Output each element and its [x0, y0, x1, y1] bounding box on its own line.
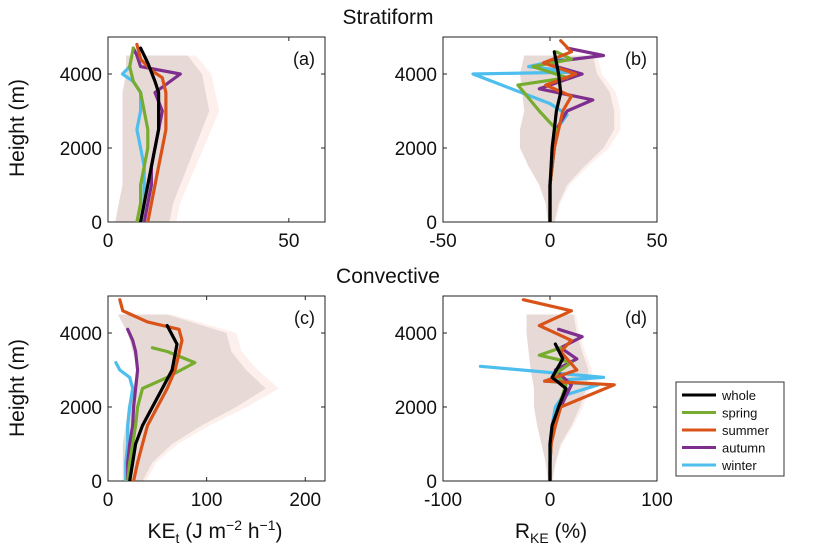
panel-label: (c) — [294, 308, 315, 328]
y-tick-label: 0 — [426, 472, 437, 493]
xlabel-ke: KEt (J m−2 h−1) — [147, 517, 282, 546]
y-tick-label: 0 — [91, 213, 102, 234]
series-line-spring — [128, 46, 150, 222]
y-tick-label: 0 — [91, 472, 102, 493]
y-tick-label: 0 — [426, 213, 437, 234]
uncertainty-band-seasonal — [117, 314, 279, 481]
axes-frame — [107, 295, 326, 482]
xlabel-rke: RKE (%) — [515, 520, 587, 546]
series-line-whole — [548, 342, 568, 481]
x-tick-label: 0 — [103, 231, 114, 252]
y-tick-label: 4000 — [395, 324, 437, 345]
section-title-convective: Convective — [336, 265, 440, 288]
panel-label: (a) — [293, 49, 315, 69]
legend-label-winter: winter — [721, 458, 757, 473]
uncertainty-band — [520, 55, 615, 222]
panel-label: (d) — [625, 308, 647, 328]
section-title-stratiform: Stratiform — [342, 6, 433, 29]
y-tick-label: 2000 — [395, 139, 437, 160]
x-tick-label: 200 — [289, 490, 321, 511]
y-tick-label: 2000 — [60, 139, 102, 160]
x-tick-label: 0 — [103, 490, 114, 511]
y-tick-label: 2000 — [60, 398, 102, 419]
series-line-whole — [548, 50, 563, 222]
x-tick-label: 50 — [278, 231, 299, 252]
series-line-autumn — [131, 46, 182, 222]
legend-label-spring: spring — [722, 406, 757, 421]
x-tick-label: 50 — [646, 231, 667, 252]
uncertainty-band-seasonal — [520, 55, 621, 222]
y-tick-label: 4000 — [60, 65, 102, 86]
x-tick-label: -50 — [429, 231, 456, 252]
series-line-whole — [139, 46, 161, 222]
x-tick-label: -100 — [424, 490, 462, 511]
legend-label-summer: summer — [722, 423, 770, 438]
ylabel-top: Height (m) — [6, 79, 29, 177]
uncertainty-band — [117, 314, 266, 481]
y-tick-label: 2000 — [395, 398, 437, 419]
axes-frame — [107, 36, 326, 223]
x-tick-label: 0 — [545, 490, 556, 511]
panel-1: 0 50 0 2000 4000 (a) — [60, 36, 326, 252]
series-line-winter — [120, 64, 146, 222]
y-tick-label: 4000 — [395, 65, 437, 86]
x-tick-label: 100 — [191, 490, 223, 511]
y-tick-label: 4000 — [60, 324, 102, 345]
legend-label-whole: whole — [721, 388, 756, 403]
series-line-spring — [126, 346, 197, 481]
panel-label: (b) — [625, 49, 647, 69]
uncertainty-band — [115, 55, 210, 222]
ylabel-bottom: Height (m) — [6, 339, 29, 437]
x-tick-label: 100 — [641, 490, 673, 511]
legend-label-autumn: autumn — [722, 441, 765, 456]
series-line-whole — [128, 324, 179, 481]
series-line-autumn — [126, 327, 140, 481]
x-tick-label: 0 — [545, 231, 556, 252]
legend: whole spring summer autumn winter — [675, 381, 785, 477]
series-line-summer — [118, 298, 184, 481]
series-line-winter — [114, 361, 135, 481]
